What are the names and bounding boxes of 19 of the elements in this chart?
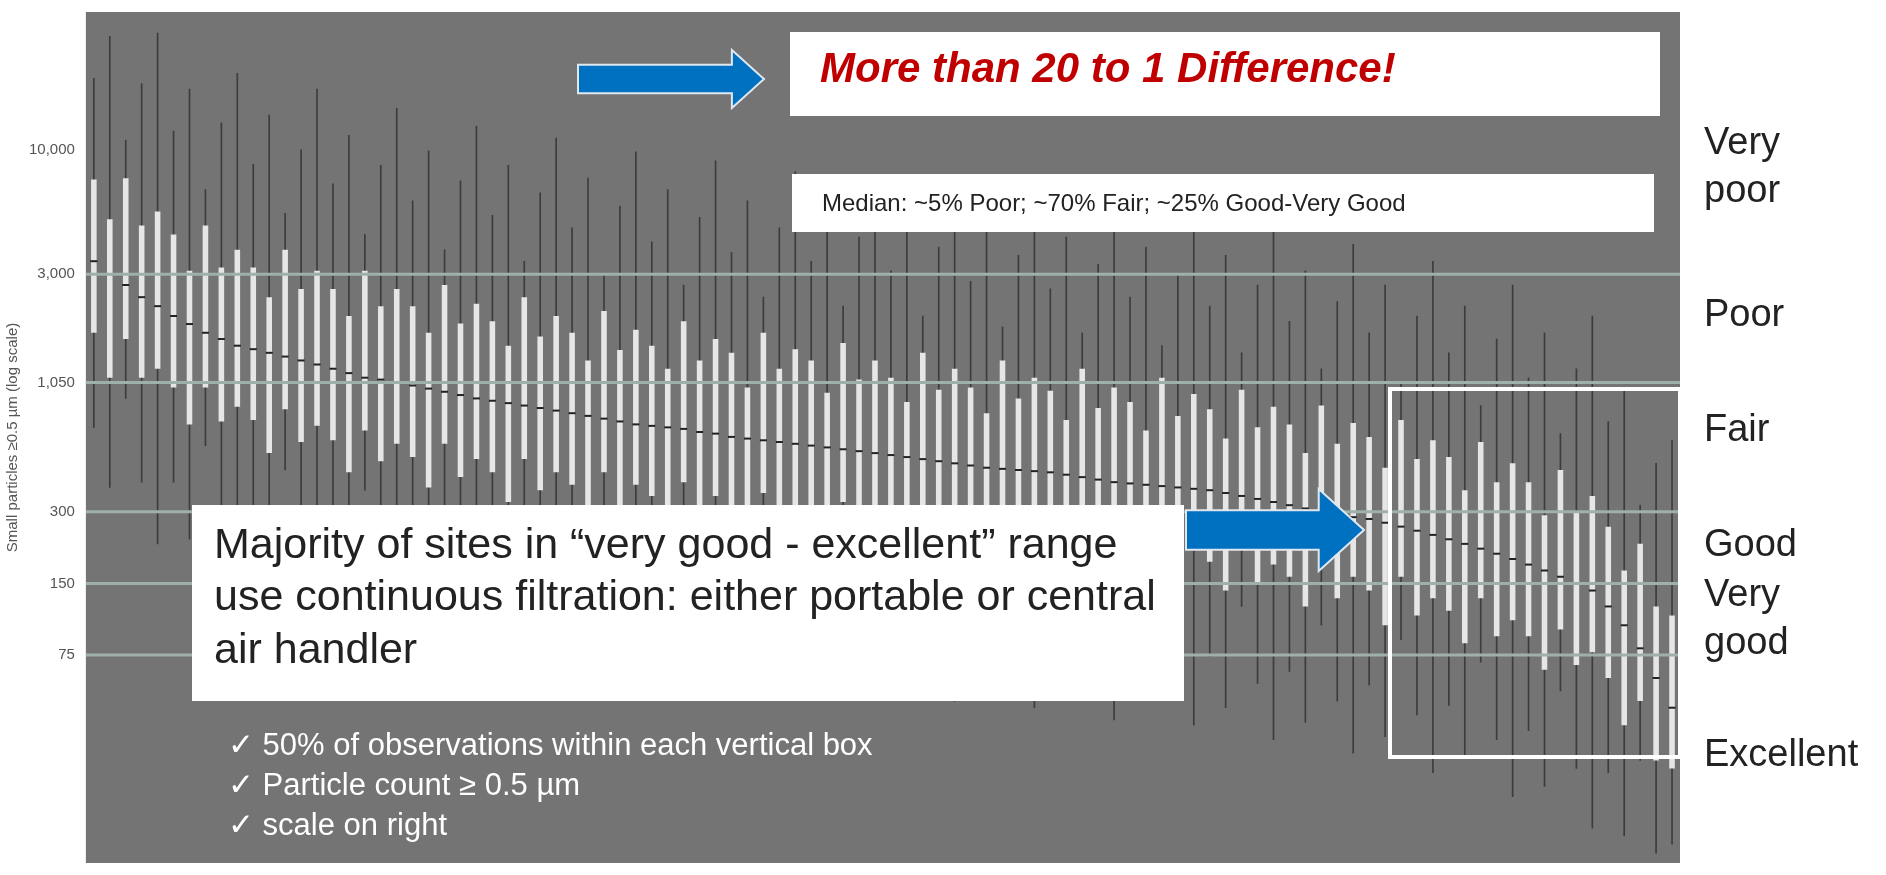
y-axis-title: Small particles ≥0.5 µm (log scale) (3, 322, 21, 553)
annotation: Majority of sites in “very good - excellent” range use continuous filtration: either portable or central air handler (213, 518, 1157, 674)
annotation: More than 20 to 1 Difference! (819, 43, 1397, 92)
y-tick-label: 10,000 (28, 139, 75, 157)
text: Very poor (1704, 119, 1781, 212)
annotation: ✓ 50% of observations within each vertical box (228, 726, 873, 763)
y-tick-label: 300 (49, 501, 75, 519)
y-tick-label: 150 (49, 573, 75, 591)
text: Good (1704, 521, 1797, 566)
y-tick-label: 1,050 (37, 372, 75, 390)
text: Poor (1704, 291, 1785, 336)
annotation: ✓ scale on right (228, 806, 447, 843)
text: Excellent (1704, 731, 1859, 776)
y-tick-label: 75 (58, 645, 75, 663)
text: Very good (1704, 571, 1789, 664)
y-tick-label: 3,000 (37, 264, 75, 282)
text: Fair (1704, 406, 1770, 451)
annotation: ✓ Particle count ≥ 0.5 µm (228, 766, 581, 803)
annotation: Median: ~5% Poor; ~70% Fair; ~25% Good-Very Good (821, 188, 1407, 217)
